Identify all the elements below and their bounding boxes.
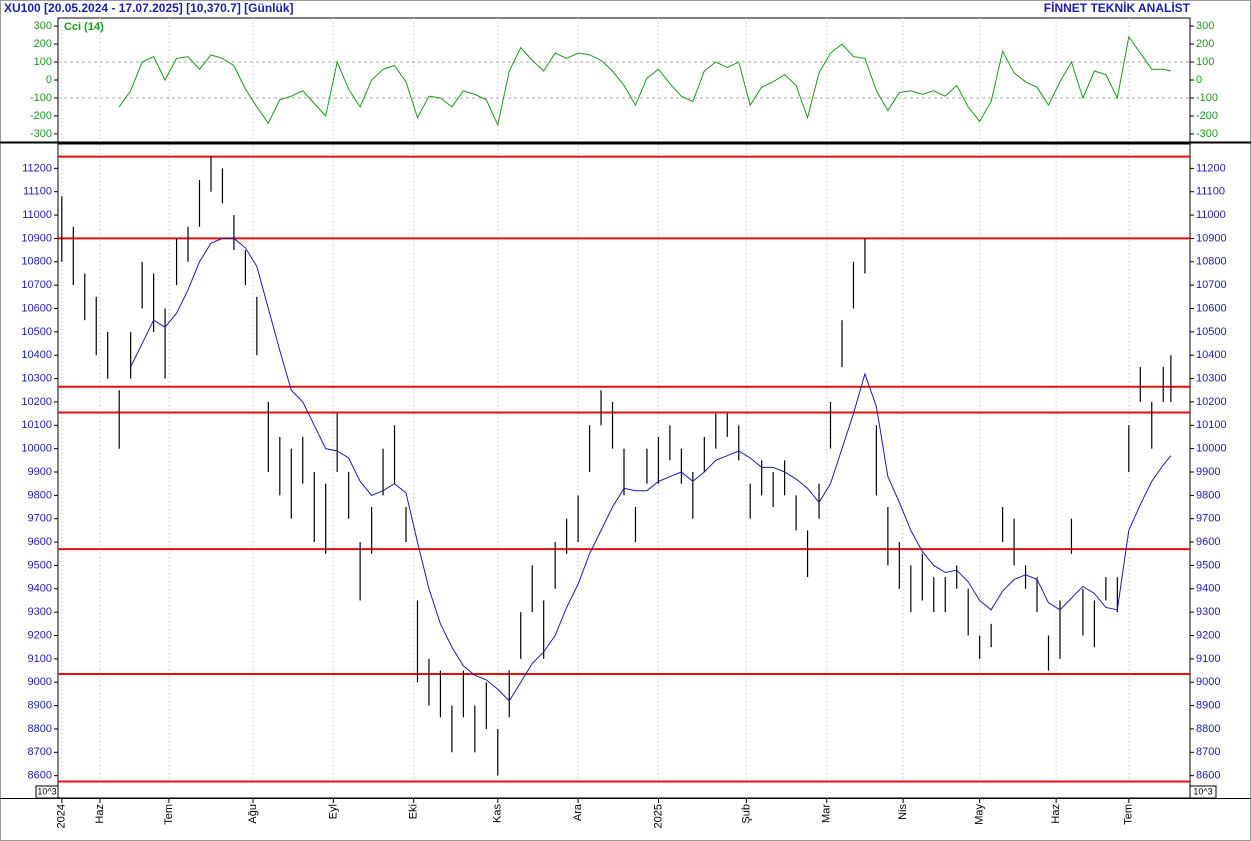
y-tick-label: 10400 — [21, 349, 52, 361]
y-tick-label: 0 — [46, 74, 52, 86]
y-tick-label-right: 11200 — [1196, 162, 1226, 174]
scale-label-right: 10^3 — [1193, 786, 1212, 796]
y-tick-label: 9100 — [28, 653, 52, 665]
x-tick-label: Nis — [897, 804, 909, 820]
y-tick-label: 10700 — [21, 279, 52, 291]
y-tick-label-right: 9600 — [1196, 536, 1220, 548]
legend-label: Cci (14) — [64, 21, 104, 33]
y-tick-label: 11200 — [22, 162, 52, 174]
y-tick-label-right: 8600 — [1196, 770, 1220, 782]
x-tick-label: 2024 — [56, 804, 68, 828]
y-tick-label-right: -100 — [1196, 92, 1218, 104]
x-tick-label: Şub — [740, 804, 752, 824]
x-tick-label: Ağu — [247, 804, 259, 824]
y-tick-label: 10800 — [21, 256, 52, 268]
y-tick-label: 11100 — [23, 186, 52, 198]
header-brand: FİNNET TEKNİK ANALİST — [1044, 0, 1191, 15]
y-tick-label-right: 9800 — [1196, 489, 1220, 501]
y-tick-label-right: 9100 — [1196, 653, 1220, 665]
y-tick-label-right: 10200 — [1196, 396, 1227, 408]
y-tick-label-right: 10900 — [1196, 232, 1227, 244]
y-tick-label: 300 — [34, 20, 52, 32]
y-tick-label-right: 9000 — [1196, 676, 1220, 688]
y-tick-label-right: -300 — [1196, 128, 1218, 140]
y-tick-label: 200 — [34, 38, 52, 50]
y-tick-label-right: 9200 — [1196, 629, 1220, 641]
y-tick-label: 9200 — [28, 629, 52, 641]
y-tick-label: 11000 — [22, 209, 52, 221]
scale-box-right — [1189, 785, 1217, 799]
x-tick-label: Kas — [492, 804, 504, 823]
y-tick-label-right: 9500 — [1196, 559, 1220, 571]
y-tick-label: 9600 — [28, 536, 52, 548]
x-tick-label: May — [974, 804, 986, 825]
moving-average — [130, 237, 1172, 702]
y-tick-label-right: -200 — [1196, 110, 1218, 122]
y-tick-label: 9700 — [28, 513, 52, 525]
cci-line — [118, 35, 1171, 127]
y-tick-label: 10200 — [21, 396, 52, 408]
y-tick-label-right: 8700 — [1196, 746, 1220, 758]
y-tick-label-right: 11100 — [1196, 186, 1225, 198]
x-tick-label: Mar — [821, 804, 833, 823]
y-tick-label-right: 9300 — [1196, 606, 1220, 618]
y-tick-label-right: 100 — [1196, 56, 1214, 68]
scale-box — [35, 785, 59, 799]
x-tick-label: Ara — [572, 803, 584, 821]
y-tick-label: 10100 — [21, 419, 52, 431]
y-tick-label-right: 10100 — [1196, 419, 1227, 431]
y-tick-label-right: 8800 — [1196, 723, 1220, 735]
y-tick-label: -200 — [30, 110, 52, 122]
y-tick-label-right: 10800 — [1196, 256, 1227, 268]
y-tick-label: 8600 — [28, 770, 52, 782]
y-tick-label-right: 10000 — [1196, 443, 1227, 455]
y-tick-label-right: 10700 — [1196, 279, 1227, 291]
y-tick-label-right: 10600 — [1196, 302, 1227, 314]
y-tick-label-right: 0 — [1196, 74, 1202, 86]
y-tick-label: 9500 — [28, 559, 52, 571]
y-tick-label: 100 — [34, 56, 52, 68]
x-tick-label: Tem — [163, 804, 175, 825]
y-tick-label: 10300 — [21, 372, 52, 384]
y-tick-label-right: 9900 — [1196, 466, 1220, 478]
y-tick-label: 10600 — [21, 302, 52, 314]
x-tick-label: Eyl — [327, 804, 339, 819]
y-tick-label-right: 8900 — [1196, 699, 1220, 711]
header-title: XU100 [20.05.2024 - 17.07.2025] [10,370.… — [4, 1, 294, 15]
y-tick-label: 10500 — [21, 326, 52, 338]
y-tick-label-right: 10400 — [1196, 349, 1227, 361]
x-tick-label: Haz — [94, 804, 106, 824]
y-tick-label: 9800 — [28, 489, 52, 501]
y-tick-label: 10900 — [21, 232, 52, 244]
y-tick-label: -300 — [30, 128, 52, 140]
y-tick-label-right: 11000 — [1196, 209, 1226, 221]
x-tick-label: Eki — [408, 804, 420, 819]
y-tick-label: 10000 — [21, 443, 52, 455]
y-tick-label: 8900 — [28, 699, 52, 711]
y-tick-label-right: 10500 — [1196, 326, 1227, 338]
x-tick-label: 2025 — [652, 804, 664, 828]
y-tick-label: 9300 — [28, 606, 52, 618]
y-tick-label-right: 200 — [1196, 38, 1214, 50]
x-tick-label: Haz — [1050, 804, 1062, 824]
y-tick-label-right: 9700 — [1196, 513, 1220, 525]
y-tick-label: 9000 — [28, 676, 52, 688]
y-tick-label-right: 9400 — [1196, 583, 1220, 595]
y-tick-label-right: 10300 — [1196, 372, 1227, 384]
scale-label: 10^3 — [37, 786, 56, 796]
y-tick-label: 8700 — [28, 746, 52, 758]
y-tick-label-right: 300 — [1196, 20, 1214, 32]
y-tick-label: 9400 — [28, 583, 52, 595]
x-tick-label: Tem — [1123, 804, 1135, 825]
y-tick-label: 8800 — [28, 723, 52, 735]
y-tick-label: 9900 — [28, 466, 52, 478]
y-tick-label: -100 — [30, 92, 52, 104]
